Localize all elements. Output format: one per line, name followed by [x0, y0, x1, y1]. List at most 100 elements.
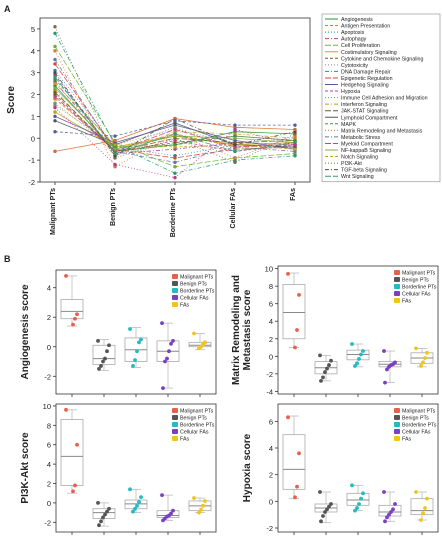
data-point [99, 364, 103, 368]
data-point [318, 353, 322, 358]
data-point [73, 316, 77, 321]
data-point [173, 119, 177, 123]
legend-label: FAs [402, 299, 411, 305]
data-point [355, 361, 359, 366]
data-point [329, 358, 333, 363]
data-point [423, 356, 427, 360]
legend-swatch [172, 281, 178, 286]
data-point [233, 160, 237, 165]
y-tick-label: -4 [266, 387, 273, 396]
legend-label: Wnt Signaling [341, 174, 374, 180]
legend-label: Cellular FAs [402, 430, 431, 436]
legend-swatch [394, 298, 400, 303]
data-point [357, 357, 361, 361]
data-point [357, 502, 361, 506]
legend-label: Cytokine and Chemokine Signaling [341, 56, 423, 62]
data-point [359, 496, 363, 501]
data-point [385, 367, 389, 372]
data-point [192, 331, 196, 336]
y-tick-label: 4 [269, 444, 273, 453]
legend-swatch [172, 415, 178, 420]
data-point [423, 506, 427, 510]
data-point [97, 523, 101, 528]
data-point [53, 149, 57, 154]
y-tick-label: 4 [47, 460, 51, 469]
y-tick-label: 0 [47, 499, 51, 508]
y-tick-label: 2 [31, 91, 35, 100]
legend-label: Hedgehog Signaling [341, 83, 389, 89]
legend-label: Cellular FAs [402, 292, 431, 298]
data-point [53, 49, 57, 53]
legend-label: JAK-STAT Signaling [341, 109, 388, 115]
y-tick-label: 10 [43, 402, 51, 411]
data-point [173, 164, 177, 169]
y-axis-label: Angiogenesis score [20, 284, 31, 379]
legend-label: Cytotoxicity [341, 63, 368, 69]
data-point [197, 346, 201, 351]
data-point [96, 501, 100, 505]
legend-label: Cell Proliferation [341, 43, 380, 49]
data-point [419, 364, 423, 368]
data-point [391, 507, 395, 512]
legend-label: Borderline PTs [180, 423, 215, 429]
x-tick-label: Benign PTs [110, 188, 117, 226]
y-tick-label: -1 [28, 156, 35, 165]
data-point [295, 484, 299, 489]
data-point [355, 506, 359, 510]
data-point [75, 442, 79, 447]
data-point [167, 349, 171, 354]
box-0 [282, 434, 306, 490]
data-point [53, 130, 57, 134]
data-point [53, 44, 57, 49]
data-point [64, 274, 68, 278]
legend-label: MAPK [341, 122, 356, 128]
data-point [173, 175, 177, 180]
legend-label: Notch Signaling [341, 155, 378, 161]
box-0 [282, 284, 306, 340]
data-point [295, 328, 299, 332]
legend-swatch [394, 422, 400, 427]
data-point [318, 490, 322, 494]
data-point [103, 356, 107, 361]
data-point [387, 364, 391, 369]
y-tick-label: 3 [31, 69, 35, 78]
y-tick-label: 6 [269, 300, 273, 309]
data-point [131, 364, 135, 368]
legend-label: TGF-beta Signaling [341, 168, 387, 174]
data-point [425, 496, 429, 501]
data-point [139, 495, 143, 499]
data-point [103, 512, 107, 517]
data-point [293, 345, 297, 350]
data-point [323, 370, 327, 374]
y-tick-label: 2 [47, 313, 51, 322]
legend-swatch [394, 291, 400, 296]
data-point [113, 147, 117, 151]
data-point [101, 359, 105, 364]
data-point [319, 378, 323, 383]
legend-swatch [172, 274, 178, 279]
y-tick-label: -2 [266, 524, 273, 533]
data-point [233, 143, 237, 147]
data-point [105, 509, 109, 514]
series-line [54, 33, 296, 174]
data-point [101, 515, 105, 520]
y-tick-label: 0 [269, 497, 273, 506]
legend-swatch [172, 422, 178, 427]
legend-label: Borderline PTs [402, 285, 437, 291]
data-point [419, 518, 423, 522]
data-point [135, 503, 139, 508]
data-point [53, 75, 57, 79]
legend-label: Borderline PTs [180, 289, 215, 295]
data-point [53, 86, 57, 90]
data-point [99, 519, 103, 524]
data-point [171, 338, 175, 343]
data-point [71, 489, 75, 494]
data-point [53, 110, 57, 114]
data-point [350, 483, 354, 488]
data-point [53, 105, 57, 110]
data-point [414, 346, 418, 351]
y-axis-label: Score [6, 86, 17, 114]
legend-swatch [394, 277, 400, 282]
legend-label: Costimulatory Signaling [341, 50, 397, 56]
data-point [71, 322, 75, 327]
